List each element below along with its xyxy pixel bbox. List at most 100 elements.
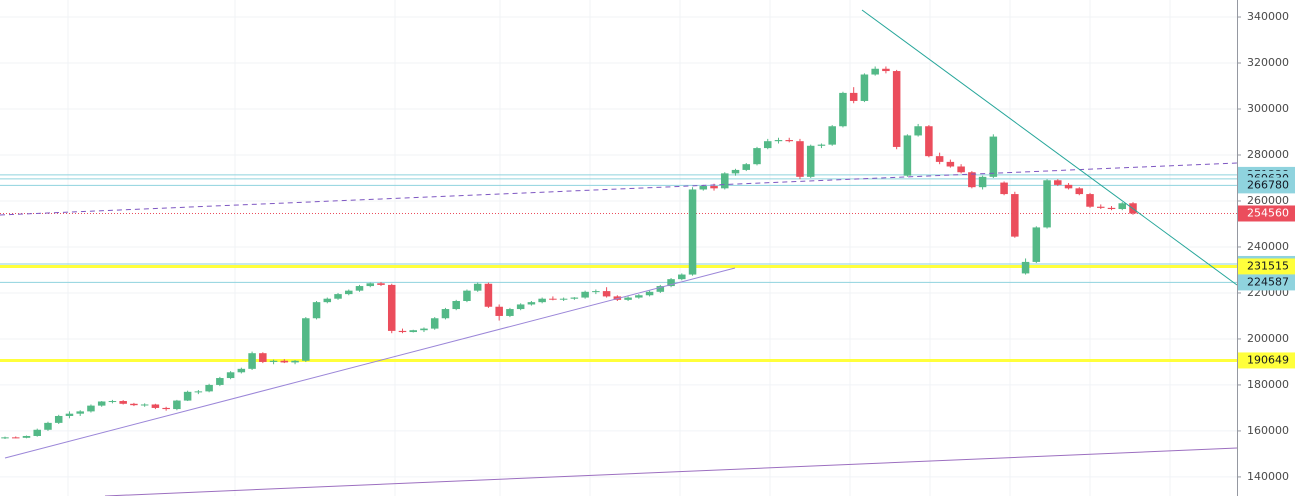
candle-body xyxy=(914,126,922,136)
candle-body xyxy=(473,283,482,291)
candle-body xyxy=(194,391,203,393)
candle-body xyxy=(312,302,321,319)
candle-body xyxy=(1097,206,1105,208)
candle-body xyxy=(667,279,675,287)
candle-body xyxy=(774,140,783,142)
candle-body xyxy=(334,294,342,299)
candle-body xyxy=(742,164,751,170)
candle-body xyxy=(33,429,41,436)
candle-body xyxy=(925,126,933,157)
candle-body xyxy=(1107,207,1116,210)
candle-body xyxy=(420,328,428,331)
trend-line-resistance xyxy=(861,9,1238,286)
candle-body xyxy=(259,353,267,362)
candle-body xyxy=(817,144,826,146)
candle-body xyxy=(1086,194,1094,207)
candle-body xyxy=(839,92,847,127)
candle-body xyxy=(226,372,235,379)
candle-body xyxy=(280,360,289,363)
candle-body xyxy=(860,74,869,101)
candle-body xyxy=(849,92,858,101)
candle-body xyxy=(989,136,998,177)
price-label: 266780 xyxy=(1247,178,1289,191)
candle-body xyxy=(495,306,503,316)
candle-body xyxy=(1043,180,1051,228)
candle-body xyxy=(463,290,471,302)
vertical-grid xyxy=(67,0,1171,496)
candle-body xyxy=(828,126,836,145)
candle-body xyxy=(54,415,63,423)
candle-body xyxy=(44,422,52,430)
y-tick-label: 260000 xyxy=(1247,194,1289,207)
candle-body xyxy=(1118,203,1127,210)
candle-body xyxy=(441,309,450,319)
price-label: 254560 xyxy=(1247,206,1289,219)
candle-body xyxy=(248,353,256,369)
candle-body xyxy=(173,400,181,410)
price-label-box xyxy=(1238,352,1295,369)
candle-body xyxy=(452,301,460,310)
price-lines xyxy=(0,174,1237,362)
candle-body xyxy=(291,360,299,363)
candle-body xyxy=(549,298,557,300)
y-tick-label: 200000 xyxy=(1247,332,1289,345)
price-label-box xyxy=(1238,177,1295,194)
candle-body xyxy=(162,407,170,410)
candle-body xyxy=(398,330,407,333)
candle-body xyxy=(506,309,514,316)
candle-body xyxy=(237,368,246,373)
trend-line-support xyxy=(4,267,736,459)
candle-body xyxy=(581,291,589,298)
price-label: 231515 xyxy=(1247,259,1289,272)
candle-body xyxy=(97,401,106,406)
y-tick-label: 160000 xyxy=(1247,424,1289,437)
candle-body xyxy=(882,68,890,72)
candle-body xyxy=(377,283,385,285)
candle-body xyxy=(484,283,493,307)
candle-body xyxy=(538,298,546,303)
candle-body xyxy=(559,298,568,300)
candle-body xyxy=(903,135,912,176)
candle-body xyxy=(11,437,20,439)
candle-body xyxy=(806,145,815,177)
candle-body xyxy=(1054,180,1062,185)
candle-body xyxy=(355,286,364,291)
candle-body xyxy=(968,172,976,188)
candle-body xyxy=(946,161,955,167)
candle-body xyxy=(731,169,740,174)
price-label: 190649 xyxy=(1247,353,1289,366)
candle-body xyxy=(527,302,536,305)
candle-body xyxy=(785,140,793,142)
candles xyxy=(1,66,1137,439)
candle-body xyxy=(151,404,160,408)
candle-body xyxy=(516,304,525,310)
candle-body xyxy=(1,437,9,439)
candle-body xyxy=(602,291,611,297)
y-tick-label: 300000 xyxy=(1247,102,1289,115)
candle-body xyxy=(409,330,417,333)
candle-body xyxy=(763,141,772,149)
candle-body xyxy=(183,391,192,401)
candle-body xyxy=(1064,184,1073,189)
candle-body xyxy=(570,297,579,299)
candle-body xyxy=(216,378,224,385)
candle-body xyxy=(1075,188,1084,195)
price-label: 224587 xyxy=(1247,275,1289,288)
y-tick-label: 340000 xyxy=(1247,10,1289,23)
candle-body xyxy=(688,189,697,275)
y-tick-label: 180000 xyxy=(1247,378,1289,391)
candle-body xyxy=(978,176,987,188)
candle-body xyxy=(710,186,718,189)
y-tick-label: 240000 xyxy=(1247,240,1289,253)
candle-body xyxy=(753,148,761,165)
candle-body xyxy=(892,71,901,147)
candle-body xyxy=(656,286,665,292)
candle-body xyxy=(430,318,439,329)
candle-body xyxy=(624,297,632,300)
candle-body xyxy=(1011,194,1019,237)
candle-body xyxy=(635,295,643,298)
candle-body xyxy=(366,283,375,287)
price-label-box xyxy=(1238,274,1295,291)
price-axis-background xyxy=(1237,0,1302,496)
